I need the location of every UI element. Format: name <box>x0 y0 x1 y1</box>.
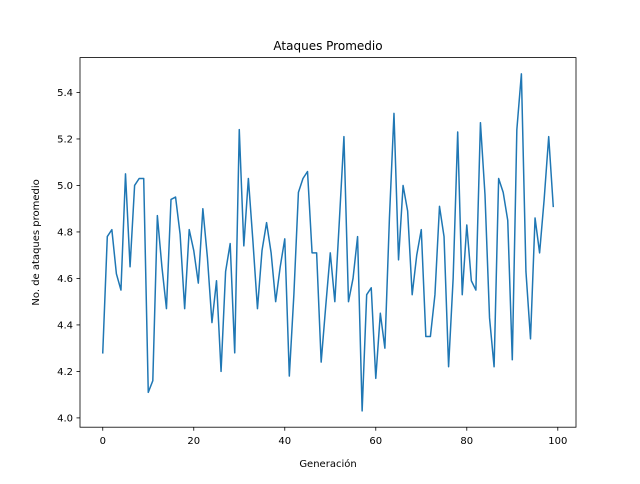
series-group <box>101 73 555 412</box>
y-tick-label: 5.0 <box>57 181 73 192</box>
x-tick-label: 60 <box>369 436 382 447</box>
x-axis: 0 20 40 60 80 100 <box>100 427 567 447</box>
x-tick-label: 20 <box>187 436 200 447</box>
x-tick-label: 40 <box>278 436 291 447</box>
x-tick-label: 100 <box>548 436 567 447</box>
y-tick-label: 5.4 <box>57 88 73 99</box>
y-tick-label: 4.8 <box>57 227 73 238</box>
y-axis-label: No. de ataques promedio <box>31 179 42 305</box>
y-tick-label: 4.4 <box>57 320 73 331</box>
y-tick-label: 5.2 <box>57 134 73 145</box>
y-tick-label: 4.2 <box>57 367 73 378</box>
x-axis-label: Generación <box>299 458 356 470</box>
plot-frame <box>79 57 577 428</box>
series-line <box>101 73 555 412</box>
x-tick-label: 80 <box>460 436 473 447</box>
y-axis: 4.0 4.2 4.4 4.6 4.8 5.0 5.2 5.4 <box>57 88 80 424</box>
chart-title: Ataques Promedio <box>273 39 382 53</box>
x-tick-label: 0 <box>100 436 106 447</box>
y-tick-label: 4.0 <box>57 413 73 424</box>
y-tick-label: 4.6 <box>57 274 73 285</box>
